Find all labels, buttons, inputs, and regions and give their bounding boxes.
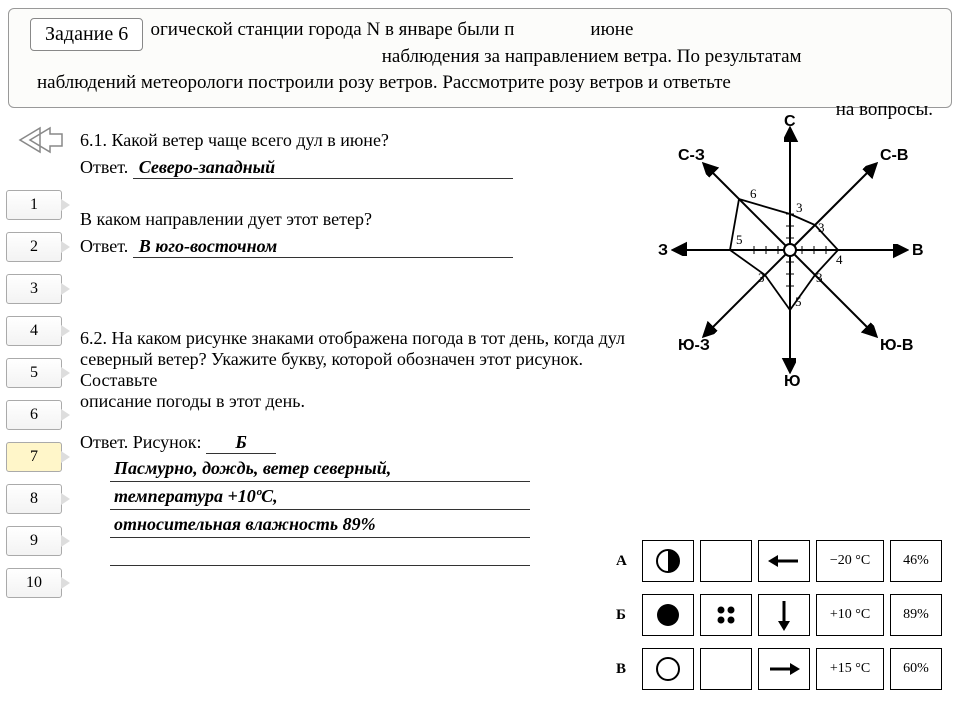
precip-icon-c	[700, 648, 752, 690]
hum-b: 89%	[890, 594, 942, 636]
q62-line3: описание погоды в этот день.	[80, 391, 640, 412]
hum-a: 46%	[890, 540, 942, 582]
cloud-icon-a	[642, 540, 694, 582]
svg-text:3: 3	[758, 270, 765, 285]
svg-text:6: 6	[750, 186, 757, 201]
answer-2: В юго-восточном	[133, 236, 513, 258]
question-6-2: 6.2. На каком рисунке знаками отображена…	[80, 328, 640, 566]
cloud-icon-b	[642, 594, 694, 636]
wind-rose-diagram: 3 3 4 3 5 3 5 6 С С-В В Ю-В Ю Ю-З З С-З	[640, 110, 940, 390]
compass-n: С	[784, 113, 796, 130]
nav-tab-7[interactable]: 7	[6, 442, 62, 472]
compass-s: Ю	[784, 373, 801, 390]
nav-tabs: 1 2 3 4 5 6 7 8 9 10	[0, 190, 62, 598]
nav-tab-9[interactable]: 9	[6, 526, 62, 556]
prompt-frag-4: наблюдения за направлением ветра. По рез…	[382, 46, 802, 67]
nav-tab-3[interactable]: 3	[6, 274, 62, 304]
compass-nw: С-З	[678, 147, 705, 164]
row-label-a: А	[616, 553, 636, 570]
row-label-b: Б	[616, 607, 636, 624]
cloud-icon-c	[642, 648, 694, 690]
svg-text:4: 4	[836, 252, 843, 267]
precip-icon-a	[700, 540, 752, 582]
wind-icon-b	[758, 594, 810, 636]
task-badge: Задание 6	[30, 18, 143, 51]
nav-tab-1[interactable]: 1	[6, 190, 62, 220]
desc-line-1: Пасмурно, дождь, ветер северный,	[110, 458, 530, 482]
desc-line-2: температура +10ºС,	[110, 486, 530, 510]
temp-a: −20 °С	[816, 540, 884, 582]
answer-label-3: Ответ. Рисунок:	[80, 432, 202, 452]
q62-line1: 6.2. На каком рисунке знаками отображена…	[80, 328, 640, 349]
compass-w: З	[658, 242, 668, 259]
prompt-frag-5: наблюдений метеорологи построили розу ве…	[37, 72, 731, 93]
task-prompt: Н огической станции города N в январе бы…	[27, 17, 933, 123]
nav-tab-10[interactable]: 10	[6, 568, 62, 598]
q62-line2: северный ветер? Укажите букву, которой о…	[80, 349, 640, 391]
weather-row-a: А −20 °С 46%	[616, 540, 942, 582]
task-header-box: Н огической станции города N в январе бы…	[8, 8, 952, 108]
compass-sw: Ю-З	[678, 337, 710, 354]
svg-text:3: 3	[818, 220, 825, 235]
compass-e: В	[912, 242, 924, 259]
answer-label-1: Ответ.	[80, 157, 128, 177]
svg-text:3: 3	[796, 200, 803, 215]
wind-icon-a	[758, 540, 810, 582]
answer-1: Северо-западный	[133, 157, 513, 179]
nav-tab-2[interactable]: 2	[6, 232, 62, 262]
prompt-frag-3: июне	[590, 19, 633, 40]
nav-tab-5[interactable]: 5	[6, 358, 62, 388]
desc-line-3: относительная влажность 89%	[110, 514, 530, 538]
answer-letter: Б	[206, 432, 276, 454]
desc-line-4	[110, 542, 530, 566]
weather-row-b: Б +10 °С 89%	[616, 594, 942, 636]
back-arrow-icon[interactable]	[10, 118, 66, 162]
compass-ne: С-В	[880, 147, 908, 164]
weather-options: А −20 °С 46% Б +10 °С 89% В	[616, 540, 942, 690]
weather-row-c: В +15 °С 60%	[616, 648, 942, 690]
prompt-frag-2: огической станции города N в январе были…	[150, 19, 514, 40]
compass-se: Ю-В	[880, 337, 913, 354]
svg-text:5: 5	[736, 232, 743, 247]
hum-c: 60%	[890, 648, 942, 690]
nav-tab-4[interactable]: 4	[6, 316, 62, 346]
svg-text:5: 5	[795, 294, 802, 309]
wind-icon-c	[758, 648, 810, 690]
temp-b: +10 °С	[816, 594, 884, 636]
temp-c: +15 °С	[816, 648, 884, 690]
svg-text:3: 3	[816, 270, 823, 285]
row-label-c: В	[616, 661, 636, 678]
answer-label-2: Ответ.	[80, 236, 128, 256]
nav-tab-8[interactable]: 8	[6, 484, 62, 514]
precip-icon-b	[700, 594, 752, 636]
nav-tab-6[interactable]: 6	[6, 400, 62, 430]
